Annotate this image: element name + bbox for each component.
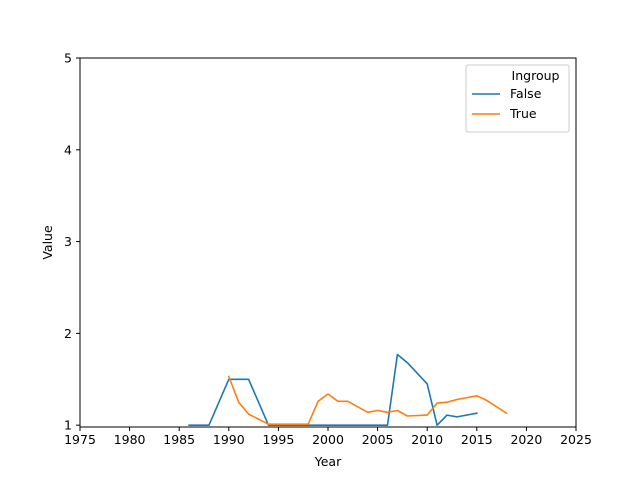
y-tick-label: 1: [64, 418, 72, 433]
legend-title: Ingroup: [512, 68, 560, 83]
series-line-true: [227, 375, 508, 426]
y-axis-label: Value: [40, 225, 55, 260]
x-axis-label: Year: [314, 454, 342, 469]
series-line-false: [188, 353, 478, 427]
x-tick-label: 1995: [262, 432, 294, 447]
y-tick-label: 2: [64, 326, 72, 341]
x-tick-label: 1985: [163, 432, 195, 447]
x-tick-label: 2025: [560, 432, 592, 447]
x-tick-label: 2015: [461, 432, 493, 447]
legend-box: [465, 64, 570, 133]
legend-items: False True: [472, 86, 542, 121]
y-tick-label: 3: [64, 234, 72, 249]
series-layer: [188, 353, 508, 427]
legend-entry-label: True: [509, 106, 537, 121]
x-axis: 1975 1980 1985 1990 1995 2000 2005 2010 2015 2020…: [64, 427, 592, 447]
x-tick-label: 1990: [213, 432, 245, 447]
x-tick-label: 2005: [362, 432, 394, 447]
x-tick-label: 2020: [510, 432, 542, 447]
y-tick-label: 5: [64, 51, 72, 66]
x-tick-label: 1975: [64, 432, 96, 447]
x-tick-label: 1980: [114, 432, 146, 447]
x-tick-label: 2000: [312, 432, 344, 447]
x-tick-label: 2010: [411, 432, 443, 447]
legend-entry-label: False: [510, 86, 542, 101]
y-tick-label: 4: [64, 142, 72, 157]
legend: Ingroup False True: [465, 64, 570, 133]
y-axis: 1 2 3 4 5: [64, 51, 80, 433]
